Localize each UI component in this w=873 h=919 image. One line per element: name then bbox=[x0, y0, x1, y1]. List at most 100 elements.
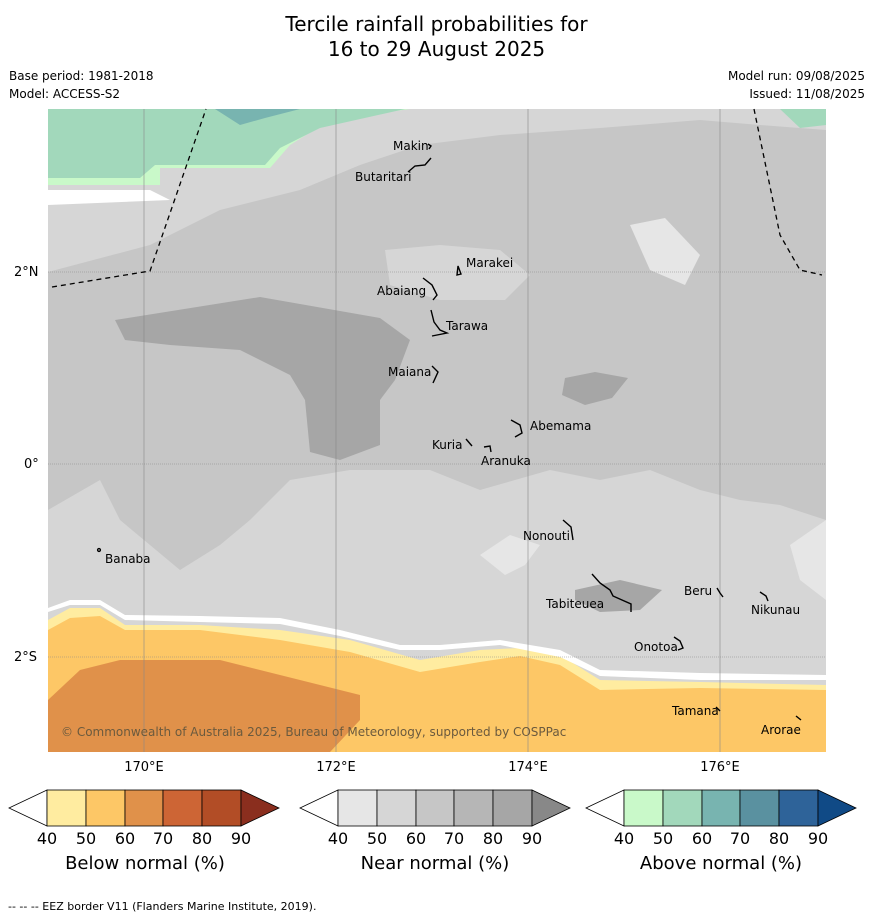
colorbar-below-normal bbox=[8, 789, 280, 827]
lon-label-172e: 172°E bbox=[316, 760, 356, 775]
near-normal-70-area-2 bbox=[562, 372, 628, 405]
banaba-outline bbox=[96, 547, 102, 553]
base-period: Base period: 1981-2018 bbox=[9, 69, 154, 83]
probability-contours bbox=[48, 109, 826, 752]
eez-border-west bbox=[51, 108, 207, 288]
cbar-above-tick: 60 bbox=[691, 829, 713, 848]
title-line-2: 16 to 29 August 2025 bbox=[327, 37, 546, 61]
near-normal-70-area-3 bbox=[575, 580, 662, 612]
island-label-butaritari: Butaritari bbox=[355, 170, 412, 184]
island-label-tarawa: Tarawa bbox=[446, 319, 489, 333]
above-normal-60-area bbox=[215, 109, 300, 125]
cbar-above-seg-3 bbox=[701, 789, 741, 827]
cbar-near-tick: 80 bbox=[482, 829, 504, 848]
cbar-above-seg-2 bbox=[662, 789, 703, 827]
cbar-near-tick: 40 bbox=[327, 829, 349, 848]
island-outlines bbox=[96, 143, 802, 721]
colorbar-near-normal bbox=[299, 789, 571, 827]
cbar-below-seg-5 bbox=[201, 789, 242, 827]
lon-label-174e: 174°E bbox=[508, 760, 548, 775]
island-label-onotoa: Onotoa bbox=[634, 640, 678, 654]
cbar-near-tick: 90 bbox=[521, 829, 543, 848]
cbar-below-seg-4 bbox=[162, 789, 203, 827]
cbar-above-tick: 70 bbox=[729, 829, 751, 848]
cbar-above-tick: 90 bbox=[807, 829, 829, 848]
cbar-above-tick: 40 bbox=[613, 829, 635, 848]
lon-label-170e: 170°E bbox=[124, 760, 164, 775]
aranuka-outline bbox=[483, 445, 492, 453]
island-label-beru: Beru bbox=[684, 584, 713, 598]
cbar-below-tick: 90 bbox=[230, 829, 252, 848]
lat-label-0: 0° bbox=[24, 457, 39, 472]
colorbar-above-normal-label: Above normal (%) bbox=[639, 853, 803, 874]
nikunau-outline bbox=[759, 591, 769, 602]
eez-border bbox=[51, 108, 823, 288]
cbar-below-tri-right bbox=[240, 789, 280, 827]
model-name: Model: ACCESS-S2 bbox=[9, 87, 121, 101]
island-label-maiana: Maiana bbox=[388, 365, 432, 379]
cbar-above-tick: 80 bbox=[768, 829, 790, 848]
cbar-below-tick: 70 bbox=[152, 829, 174, 848]
copyright-notice: © Commonwealth of Australia 2025, Bureau… bbox=[61, 725, 567, 739]
cbar-below-tick: 50 bbox=[75, 829, 97, 848]
colorbar-above-normal bbox=[585, 789, 857, 827]
island-label-tabiteuea: Tabiteuea bbox=[546, 597, 605, 611]
cbar-below-tick: 80 bbox=[191, 829, 213, 848]
island-label-nonouti: Nonouti bbox=[523, 529, 570, 543]
cbar-near-seg-3 bbox=[415, 789, 455, 827]
cbar-near-tri-left bbox=[299, 789, 339, 827]
cbar-below-seg-2 bbox=[85, 789, 126, 827]
cbar-below-tick: 40 bbox=[36, 829, 58, 848]
island-label-abemama: Abemama bbox=[530, 419, 592, 433]
island-label-nikunau: Nikunau bbox=[751, 603, 801, 617]
arorae-outline bbox=[795, 715, 802, 721]
cbar-above-tick: 50 bbox=[652, 829, 674, 848]
lat-label-2s: 2°S bbox=[14, 650, 38, 665]
cbar-near-seg-2 bbox=[376, 789, 417, 827]
eez-footnote: -- -- -- EEZ border V11 (Flanders Marine… bbox=[8, 900, 317, 913]
above-normal-50-area bbox=[48, 109, 405, 178]
colorbar-below-normal-label: Below normal (%) bbox=[65, 853, 225, 874]
eez-border-east bbox=[753, 108, 823, 276]
below-normal-60-area bbox=[48, 660, 360, 752]
tarawa-outline bbox=[430, 309, 450, 337]
abaiang-outline bbox=[422, 277, 438, 301]
cbar-near-seg-4 bbox=[453, 789, 494, 827]
island-label-abaiang: Abaiang bbox=[377, 284, 427, 298]
cbar-below-tri-left bbox=[8, 789, 48, 827]
kuria-outline bbox=[465, 438, 473, 447]
cbar-above-seg-5 bbox=[778, 789, 819, 827]
abemama-outline bbox=[510, 419, 523, 438]
island-label-arorae: Arorae bbox=[761, 723, 801, 737]
island-label-tamana: Tamana bbox=[672, 704, 719, 718]
near-normal-60-area bbox=[48, 120, 826, 570]
butaritari-outline bbox=[407, 157, 432, 173]
island-label-kuria: Kuria bbox=[432, 438, 463, 452]
above-normal-50-area-right bbox=[780, 109, 826, 128]
lat-label-2n: 2°N bbox=[14, 265, 39, 280]
cbar-below-seg-1 bbox=[46, 789, 87, 827]
cbar-near-tick: 50 bbox=[366, 829, 388, 848]
near-normal-light-patch-2 bbox=[630, 218, 700, 285]
cbar-near-tri-right bbox=[531, 789, 571, 827]
maiana-outline bbox=[431, 365, 439, 384]
white-gap-top-left bbox=[48, 190, 170, 205]
issued-date: Issued: 11/08/2025 bbox=[749, 87, 865, 101]
onotoa-outline bbox=[673, 636, 684, 651]
tamana-outline bbox=[715, 706, 721, 712]
cbar-above-seg-1 bbox=[623, 789, 664, 827]
near-normal-light-patch-4 bbox=[790, 520, 826, 600]
cbar-near-seg-5 bbox=[492, 789, 533, 827]
cbar-near-tick: 70 bbox=[443, 829, 465, 848]
marakei-outline bbox=[456, 265, 462, 276]
white-gap-bottom bbox=[48, 600, 826, 680]
cbar-above-tri-left bbox=[585, 789, 625, 827]
island-label-banaba: Banaba bbox=[105, 552, 151, 566]
near-normal-light-patch-3 bbox=[480, 535, 540, 575]
cbar-below-seg-3 bbox=[124, 789, 164, 827]
colorbar-near-normal-label: Near normal (%) bbox=[360, 853, 510, 874]
nonouti-outline bbox=[562, 519, 574, 541]
island-label-aranuka: Aranuka bbox=[481, 454, 531, 468]
lon-label-176e: 176°E bbox=[700, 760, 740, 775]
